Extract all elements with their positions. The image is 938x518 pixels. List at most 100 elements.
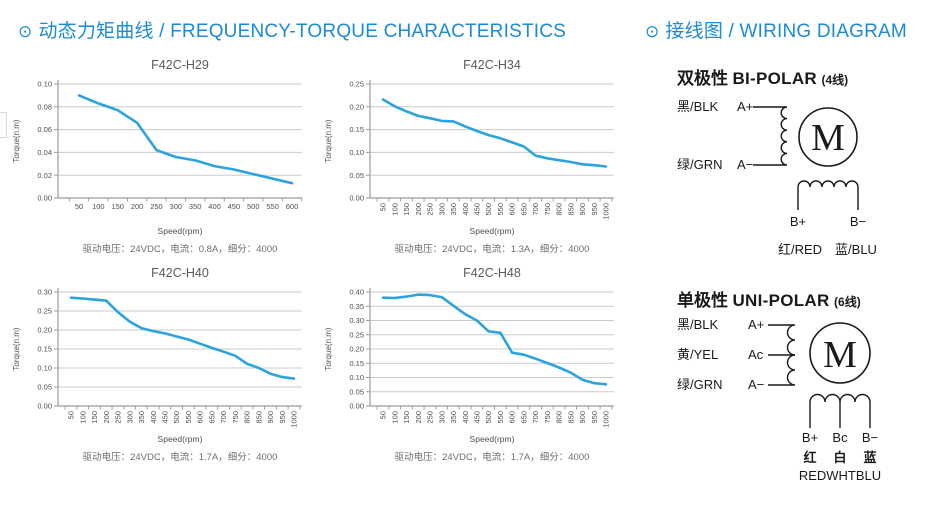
- svg-text:50: 50: [67, 411, 76, 419]
- svg-text:900: 900: [578, 203, 587, 216]
- svg-text:100: 100: [390, 411, 399, 424]
- bullet-circle-icon: ⊙: [645, 22, 660, 41]
- svg-text:800: 800: [243, 411, 252, 424]
- chart-block-f42c-h40: F42C-H40 0.00 0.05 0.10 0.15 0.20 0.25 0.30 50 1…: [8, 264, 318, 464]
- x-axis-title: Speed(rpm): [158, 226, 203, 236]
- terminal-label: Ac: [748, 347, 764, 362]
- svg-text:50: 50: [379, 411, 388, 419]
- svg-text:950: 950: [278, 411, 287, 424]
- wire-color-label: 白: [833, 450, 846, 465]
- wire-color-caption: REDWHTBLU: [799, 468, 881, 483]
- svg-text:800: 800: [555, 203, 564, 216]
- svg-text:150: 150: [402, 203, 411, 216]
- chart-caption: 驱动电压：24VDC，电流：0.8A，细分：4000: [82, 244, 278, 255]
- svg-text:0.15: 0.15: [349, 125, 364, 134]
- svg-text:600: 600: [286, 202, 299, 211]
- svg-text:750: 750: [231, 411, 240, 424]
- wire-color-label: 黑/BLK: [677, 99, 719, 114]
- svg-text:0.05: 0.05: [349, 171, 364, 180]
- wire-color-label: 绿/GRN: [677, 157, 723, 172]
- motor-circle: [809, 322, 871, 384]
- svg-text:650: 650: [519, 411, 528, 424]
- y-axis-title: Torque(n.m): [12, 327, 21, 370]
- wire-color-label: 红/RED: [778, 242, 822, 257]
- torque-chart-f42c-h29: 0.00 0.02 0.04 0.06 0.08 0.10 50 100 150 200 250 30…: [12, 80, 303, 236]
- svg-text:300: 300: [170, 202, 183, 211]
- svg-text:850: 850: [566, 411, 575, 424]
- svg-text:0.30: 0.30: [349, 316, 364, 325]
- svg-text:0.25: 0.25: [349, 80, 364, 89]
- svg-text:550: 550: [496, 411, 505, 424]
- torque-curve: [381, 98, 608, 168]
- unipolar-title-en: UNI-POLAR: [732, 291, 830, 310]
- svg-text:0.20: 0.20: [37, 326, 52, 335]
- motor-label: M: [811, 117, 845, 159]
- wire-color-label: 蓝/BLU: [835, 242, 877, 257]
- svg-text:200: 200: [414, 203, 423, 216]
- wiring-section-header: ⊙ 接线图 / WIRING DIAGRAM: [645, 16, 907, 43]
- svg-text:500: 500: [247, 202, 260, 211]
- torque-curve: [381, 293, 608, 386]
- terminal-label: A−: [748, 377, 764, 392]
- svg-text:350: 350: [449, 203, 458, 216]
- svg-text:600: 600: [508, 411, 517, 424]
- wire-color-label: 黄/YEL: [677, 347, 718, 362]
- svg-text:1000: 1000: [602, 411, 611, 428]
- chart-title: F42C-H34: [463, 58, 521, 72]
- svg-text:50: 50: [379, 203, 388, 211]
- svg-text:0.04: 0.04: [37, 148, 52, 157]
- unipolar-title: 单极性 UNI-POLAR (6线): [677, 286, 861, 311]
- svg-text:550: 550: [496, 203, 505, 216]
- chart-block-f42c-h29: F42C-H29 0.00 0.02 0.04 0.06 0.08 0.10 50 100 15…: [8, 56, 318, 256]
- svg-text:250: 250: [426, 203, 435, 216]
- svg-text:400: 400: [461, 411, 470, 424]
- wire-color-label: 绿/GRN: [677, 377, 723, 392]
- svg-text:0.20: 0.20: [349, 345, 364, 354]
- wire-color-label: 黑/BLK: [677, 317, 719, 332]
- svg-text:0.05: 0.05: [349, 387, 364, 396]
- terminal-label: A+: [737, 99, 753, 114]
- svg-text:0.00: 0.00: [349, 194, 364, 203]
- svg-text:0.30: 0.30: [37, 288, 52, 297]
- chart-block-f42c-h48: F42C-H48 0.00 0.05 0.10 0.15 0.20 0.25 0.30 0.3…: [320, 264, 630, 464]
- svg-text:0.15: 0.15: [37, 345, 52, 354]
- svg-text:200: 200: [102, 411, 111, 424]
- svg-text:0.00: 0.00: [37, 194, 52, 203]
- x-axis-title: Speed(rpm): [470, 226, 515, 236]
- svg-text:0.10: 0.10: [37, 80, 52, 89]
- torque-chart-f42c-h34: 0.00 0.05 0.10 0.15 0.20 0.25 50 100 150 200 250 30…: [324, 80, 614, 236]
- clipped-edge-box: [0, 112, 7, 138]
- terminal-label: B+: [802, 430, 818, 445]
- chart-title: F42C-H48: [463, 266, 521, 280]
- torque-curve: [69, 296, 296, 380]
- svg-text:0.00: 0.00: [349, 402, 364, 411]
- svg-text:900: 900: [578, 411, 587, 424]
- svg-text:850: 850: [254, 411, 263, 424]
- bipolar-title-zh: 双极性: [677, 69, 728, 88]
- svg-text:600: 600: [196, 411, 205, 424]
- svg-text:250: 250: [426, 411, 435, 424]
- svg-text:0.00: 0.00: [37, 402, 52, 411]
- svg-text:400: 400: [149, 411, 158, 424]
- motor-circle: [798, 107, 858, 167]
- x-axis-title: Speed(rpm): [158, 434, 203, 444]
- y-axis-title: Torque(n.m): [324, 327, 333, 370]
- svg-text:250: 250: [150, 202, 163, 211]
- bipolar-title-en: BI-POLAR: [732, 69, 818, 88]
- svg-text:450: 450: [228, 202, 241, 211]
- x-axis-title: Speed(rpm): [470, 434, 515, 444]
- svg-text:350: 350: [189, 202, 202, 211]
- svg-text:650: 650: [519, 203, 528, 216]
- chart-caption: 驱动电压：24VDC，电流：1.3A，细分：4000: [394, 244, 590, 255]
- terminal-label: A+: [748, 317, 764, 332]
- svg-text:50: 50: [75, 202, 83, 211]
- wire-color-label: 蓝: [863, 450, 876, 465]
- svg-text:100: 100: [92, 202, 105, 211]
- svg-text:0.20: 0.20: [349, 102, 364, 111]
- wiring-title: 接线图 / WIRING DIAGRAM: [665, 21, 907, 42]
- svg-text:0.08: 0.08: [37, 102, 52, 111]
- chart-caption: 驱动电压：24VDC，电流：1.7A，细分：4000: [394, 452, 590, 463]
- svg-text:550: 550: [266, 202, 279, 211]
- frequency-torque-title: 动态力矩曲线 / FREQUENCY-TORQUE CHARACTERISTIC…: [38, 21, 567, 42]
